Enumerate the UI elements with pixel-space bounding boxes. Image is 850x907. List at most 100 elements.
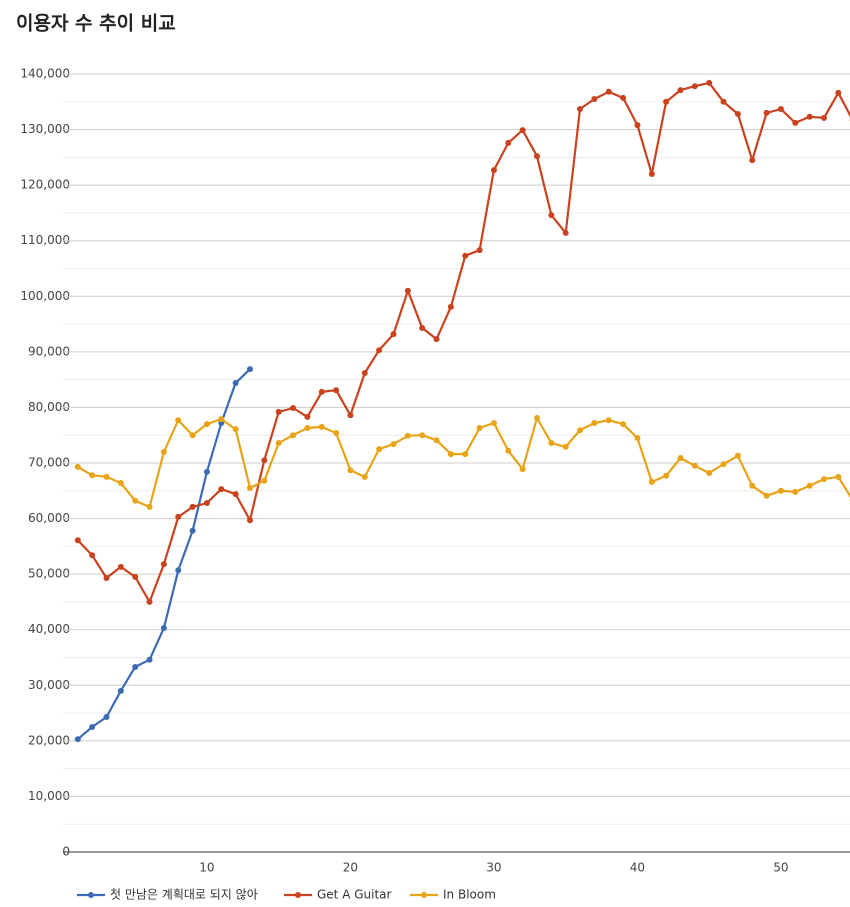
y-tick-label: 100,000 bbox=[20, 289, 70, 303]
data-point bbox=[663, 472, 670, 479]
y-tick-label: 10,000 bbox=[28, 789, 70, 803]
data-point bbox=[490, 167, 497, 174]
data-point bbox=[390, 331, 397, 338]
data-point bbox=[189, 503, 196, 510]
data-point bbox=[749, 482, 756, 489]
data-point bbox=[447, 451, 454, 458]
y-tick-label: 50,000 bbox=[28, 567, 70, 581]
data-point bbox=[462, 252, 469, 259]
data-point bbox=[691, 462, 698, 469]
data-point bbox=[247, 485, 253, 492]
data-point bbox=[706, 79, 713, 86]
plot-area bbox=[74, 79, 850, 743]
data-point bbox=[132, 663, 139, 670]
legend-label: Get A Guitar bbox=[317, 888, 392, 902]
data-point bbox=[376, 347, 383, 354]
data-point bbox=[132, 497, 139, 504]
data-point bbox=[419, 324, 426, 331]
data-point bbox=[792, 119, 799, 126]
data-point bbox=[763, 492, 770, 499]
data-point bbox=[562, 443, 569, 450]
data-point bbox=[333, 387, 340, 394]
y-tick-label: 140,000 bbox=[20, 67, 70, 81]
data-point bbox=[620, 94, 627, 101]
data-point bbox=[160, 561, 167, 568]
y-tick-label: 30,000 bbox=[28, 678, 70, 692]
data-point bbox=[548, 212, 555, 219]
data-point bbox=[835, 89, 842, 96]
data-point bbox=[304, 424, 311, 431]
data-point bbox=[677, 87, 684, 94]
series-line bbox=[77, 368, 251, 741]
x-tick-label: 40 bbox=[630, 861, 645, 875]
data-point bbox=[648, 171, 655, 178]
data-point bbox=[290, 404, 297, 411]
data-point bbox=[634, 122, 641, 129]
x-tick-label: 10 bbox=[199, 861, 214, 875]
data-point bbox=[720, 98, 727, 105]
data-point bbox=[806, 482, 813, 489]
data-point bbox=[117, 687, 124, 694]
data-point bbox=[476, 424, 483, 431]
data-point bbox=[648, 478, 655, 485]
data-point bbox=[261, 457, 268, 464]
data-point bbox=[419, 432, 426, 439]
data-point bbox=[505, 139, 512, 146]
data-point bbox=[218, 416, 225, 423]
data-point bbox=[304, 413, 311, 420]
data-point bbox=[821, 476, 827, 483]
data-point bbox=[792, 488, 799, 495]
data-point bbox=[361, 473, 368, 480]
data-point bbox=[146, 598, 153, 605]
data-point bbox=[74, 463, 81, 470]
data-point bbox=[720, 461, 727, 468]
y-tick-label: 20,000 bbox=[28, 733, 70, 747]
data-point bbox=[160, 625, 167, 632]
x-tick-label: 20 bbox=[343, 861, 358, 875]
chart-title: 이용자 수 추이 비교 bbox=[16, 13, 176, 35]
data-point bbox=[275, 408, 282, 415]
legend-marker bbox=[421, 892, 427, 898]
y-tick-label: 70,000 bbox=[28, 456, 70, 470]
data-point bbox=[89, 723, 96, 730]
y-tick-label: 110,000 bbox=[20, 233, 70, 247]
data-point bbox=[175, 513, 182, 520]
data-point bbox=[318, 423, 325, 430]
data-point bbox=[634, 434, 641, 441]
data-point bbox=[835, 473, 842, 480]
data-point bbox=[333, 429, 340, 436]
data-point bbox=[605, 88, 612, 95]
data-point bbox=[677, 454, 684, 461]
data-point bbox=[189, 527, 196, 534]
data-point bbox=[376, 446, 383, 453]
data-point bbox=[534, 414, 540, 421]
data-point bbox=[490, 419, 497, 426]
data-point bbox=[203, 500, 210, 507]
x-tick-label: 50 bbox=[773, 861, 788, 875]
data-point bbox=[203, 468, 210, 475]
data-point bbox=[519, 466, 526, 473]
data-point bbox=[146, 656, 153, 663]
legend-marker bbox=[295, 892, 301, 898]
data-point bbox=[347, 412, 354, 419]
data-point bbox=[734, 452, 741, 459]
legend-marker bbox=[88, 892, 94, 898]
data-point bbox=[548, 439, 555, 446]
data-point bbox=[404, 432, 411, 439]
data-point bbox=[462, 451, 469, 458]
data-point bbox=[706, 470, 713, 477]
data-point bbox=[132, 573, 139, 580]
data-point bbox=[203, 421, 210, 428]
data-point bbox=[347, 467, 354, 474]
y-tick-label: 130,000 bbox=[20, 122, 70, 136]
data-point bbox=[620, 421, 627, 428]
data-point bbox=[117, 480, 124, 487]
y-tick-label: 80,000 bbox=[28, 400, 70, 414]
data-point bbox=[74, 736, 81, 743]
data-point bbox=[749, 157, 756, 164]
data-point bbox=[577, 106, 584, 113]
data-point bbox=[189, 432, 196, 439]
data-point bbox=[89, 552, 96, 559]
data-point bbox=[275, 439, 282, 446]
